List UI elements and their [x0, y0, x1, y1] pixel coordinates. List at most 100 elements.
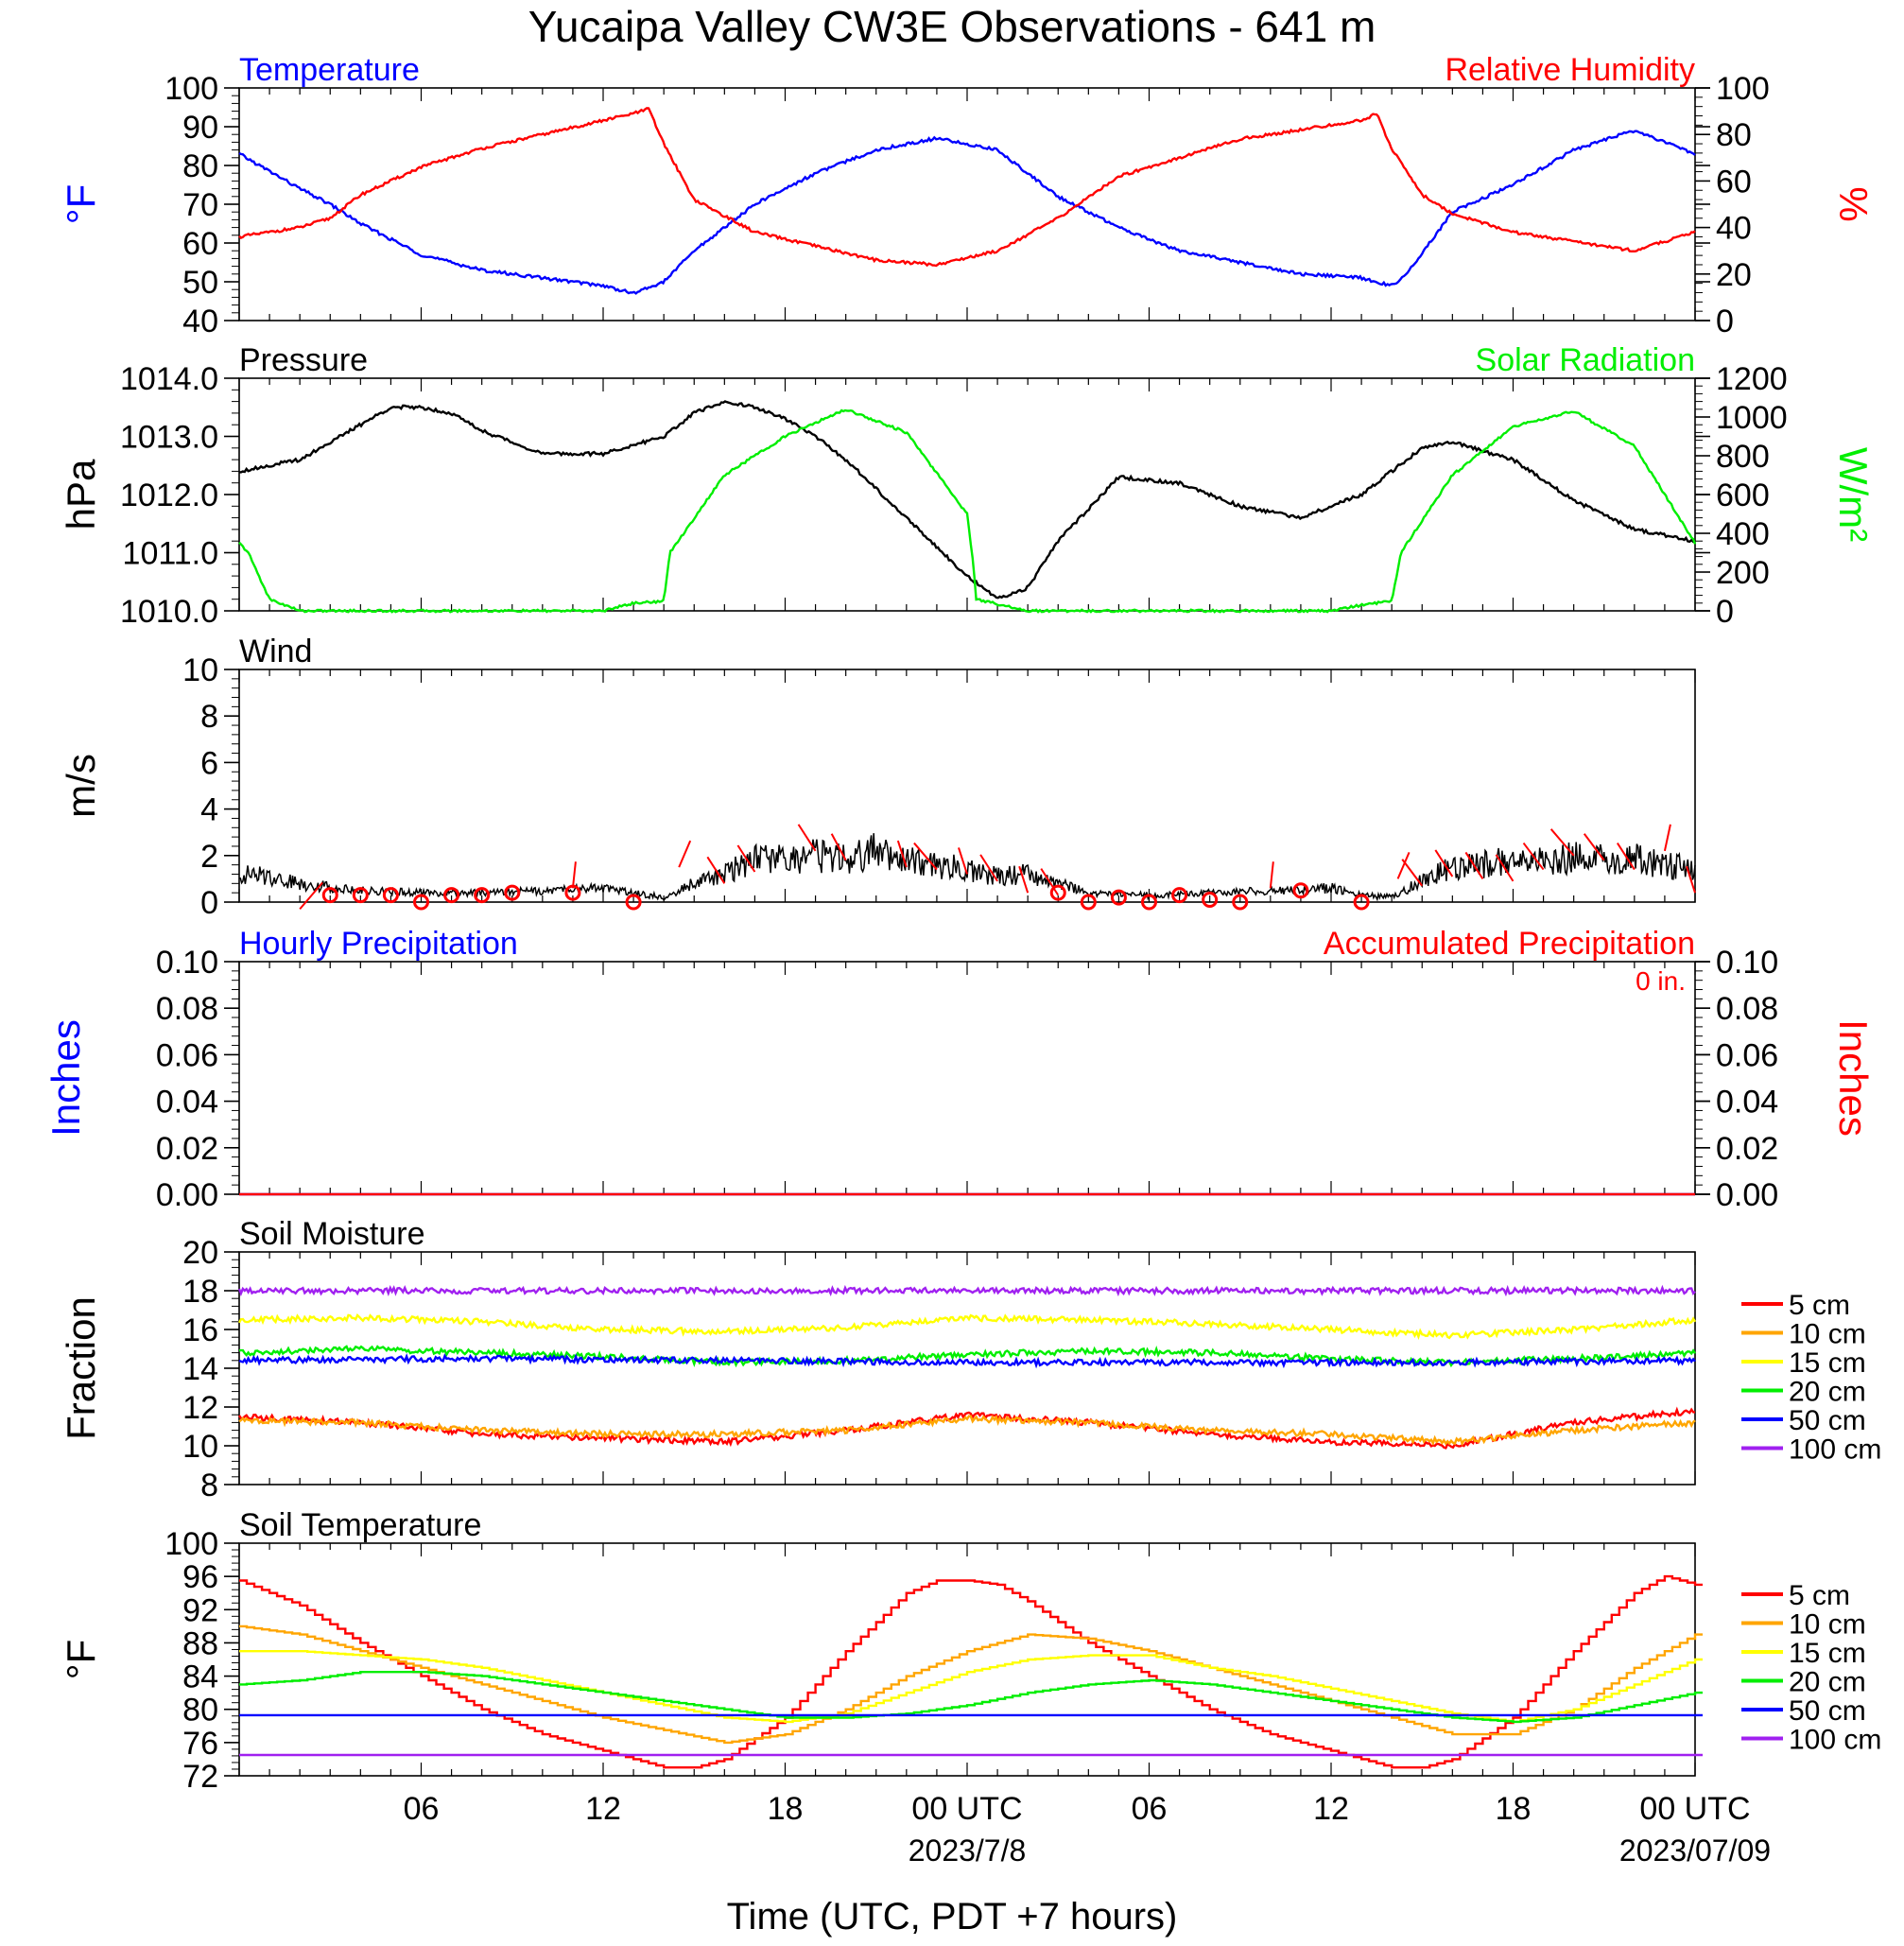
precip-right-tick-label: 0.08 — [1716, 991, 1778, 1027]
x-tick-label: 12 — [1313, 1791, 1349, 1827]
pressure-right-tick-label: 400 — [1716, 516, 1770, 552]
wind-barb — [1401, 859, 1424, 887]
wind-barb — [1018, 865, 1030, 894]
pressure-title-left: Pressure — [239, 342, 368, 378]
temp_rh-right-tick-label: 20 — [1716, 257, 1752, 293]
soil_temp-left-tick-label: 72 — [182, 1759, 218, 1795]
pressure-title-right: Solar Radiation — [1476, 342, 1695, 378]
precip-frame — [238, 961, 1696, 1195]
soil_moisture-left-axis-label: Fraction — [59, 1296, 103, 1440]
precip-left-tick-label: 0.10 — [156, 945, 218, 981]
calm-wind-marker — [625, 894, 642, 911]
soil_temp-series-line — [239, 1649, 1703, 1724]
calm-wind-marker — [474, 887, 491, 904]
precip-left-tick-label: 0.04 — [156, 1085, 218, 1121]
wind-barb — [896, 840, 908, 868]
wind-left-tick-label: 10 — [182, 652, 218, 688]
temp_rh-right-axis-label: % — [1831, 186, 1876, 221]
calm-wind-marker — [1049, 884, 1066, 901]
temp_rh-left-tick-label: 70 — [182, 187, 218, 223]
pressure-solar-panel: 1010.0 1011.0 1012.0 1013.0 1014.0 0200400600… — [59, 342, 1876, 630]
pressure-right-tick-label: 0 — [1716, 594, 1734, 630]
pressure-left-axis-label: hPa — [59, 459, 103, 530]
calm-wind-marker — [1232, 894, 1249, 911]
pressure-right-tick-label: 1000 — [1716, 400, 1788, 436]
temp_rh-series-line — [238, 107, 1696, 268]
temp_rh-left-tick-label: 40 — [182, 304, 218, 339]
temp_rh-left-tick-label: 60 — [182, 226, 218, 262]
x-date-label: 2023/07/09 — [1619, 1833, 1771, 1868]
pressure-right-axis-label: W/m² — [1831, 447, 1876, 542]
x-date-label: 2023/7/8 — [909, 1833, 1027, 1868]
calm-wind-marker — [1141, 894, 1157, 911]
soil_temp-left-axis-label: °F — [59, 1640, 103, 1679]
wind-barb — [1040, 868, 1060, 896]
soil_moisture-left-tick-label: 10 — [182, 1429, 218, 1465]
temp_rh-left-tick-label: 100 — [164, 71, 218, 107]
x-axis-label: Time (UTC, PDT +7 hours) — [727, 1896, 1178, 1937]
soil_temp-series-line — [239, 1670, 1703, 1724]
precip-title-left: Hourly Precipitation — [239, 926, 518, 962]
wind-title-left: Wind — [239, 634, 312, 669]
precip-left-tick-label: 0.00 — [156, 1177, 218, 1213]
calm-wind-marker — [443, 887, 460, 904]
soil_moisture-series-line — [238, 1414, 1696, 1447]
wind-barb — [678, 840, 692, 868]
calm-wind-marker — [382, 887, 399, 904]
legend-label: 50 cm — [1789, 1405, 1866, 1436]
calm-wind-marker — [1202, 892, 1219, 909]
pressure-right-tick-label: 600 — [1716, 478, 1770, 513]
legend-label: 50 cm — [1789, 1695, 1866, 1727]
temp_rh-right-tick-label: 60 — [1716, 164, 1752, 200]
wind-left-tick-label: 2 — [200, 839, 218, 875]
precip-left-tick-label: 0.08 — [156, 991, 218, 1027]
legend-label: 15 cm — [1789, 1347, 1866, 1379]
calm-wind-marker — [413, 894, 429, 911]
legend-label: 5 cm — [1789, 1290, 1850, 1321]
soil_moisture-series-line — [238, 1352, 1696, 1369]
pressure-left-tick-label: 1013.0 — [120, 420, 218, 456]
pressure-right-tick-label: 1200 — [1716, 361, 1788, 397]
pressure-series-line — [239, 400, 1696, 599]
wind-barb — [913, 842, 938, 871]
soil_moisture-left-tick-label: 18 — [182, 1274, 218, 1310]
legend-label: 10 cm — [1789, 1319, 1866, 1350]
wind-left-tick-label: 0 — [200, 885, 218, 921]
soil_temp-left-tick-label: 92 — [182, 1592, 218, 1628]
calm-wind-marker — [1110, 889, 1127, 906]
wind-barb — [1396, 852, 1411, 879]
wind-frame — [238, 669, 1696, 903]
temp_rh-left-axis-label: °F — [59, 184, 103, 224]
soil_temp-left-tick-label: 100 — [164, 1526, 218, 1562]
calm-wind-marker — [1353, 894, 1370, 911]
precip-left-tick-label: 0.02 — [156, 1131, 218, 1167]
precipitation-panel: 0.00 0.02 0.04 0.06 0.08 0.10 0.00 0.02 0.04 0.06… — [43, 926, 1876, 1213]
soil_temp-left-tick-label: 88 — [182, 1625, 218, 1661]
calm-wind-marker — [1292, 882, 1309, 899]
temp_rh-right-tick-label: 80 — [1716, 117, 1752, 153]
wind-barb — [1616, 843, 1636, 871]
wind-barb — [958, 847, 968, 875]
temp_rh-left-tick-label: 50 — [182, 265, 218, 301]
pressure-right-tick-label: 200 — [1716, 555, 1770, 591]
temp_rh-left-tick-label: 90 — [182, 110, 218, 146]
wind-panel: 0 2 4 6 8 10 Wind m/s — [59, 634, 1696, 921]
wind-barb — [736, 844, 756, 873]
soil_moisture-left-tick-label: 20 — [182, 1235, 218, 1271]
wind-barb — [571, 861, 577, 889]
soil_temp-left-tick-label: 76 — [182, 1726, 218, 1762]
pressure-right-tick-label: 800 — [1716, 439, 1770, 475]
calm-wind-marker — [321, 887, 338, 904]
soil_moisture-left-tick-label: 14 — [182, 1351, 218, 1387]
x-tick-label: 18 — [768, 1791, 804, 1827]
wind-barb — [1434, 849, 1454, 877]
pressure-left-tick-label: 1010.0 — [120, 594, 218, 630]
wind-barb — [797, 824, 817, 852]
x-tick-label: 00 UTC — [911, 1791, 1022, 1827]
temp_rh-title-left: Temperature — [239, 52, 420, 88]
pressure-left-tick-label: 1014.0 — [120, 361, 218, 397]
temp_rh-right-tick-label: 0 — [1716, 304, 1734, 339]
